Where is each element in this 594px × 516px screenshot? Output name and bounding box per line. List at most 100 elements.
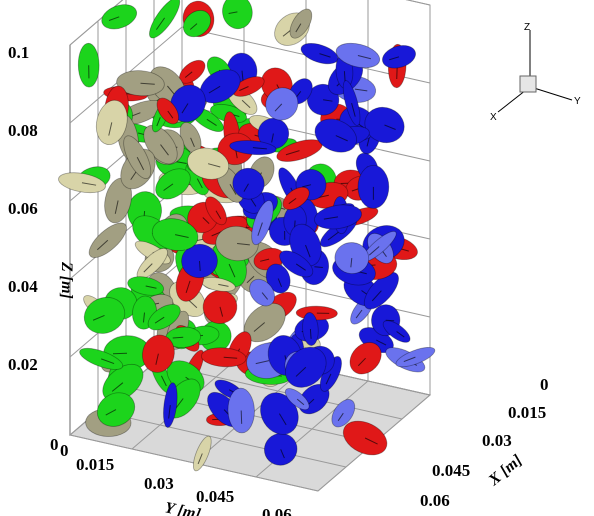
particle-normal-line [228,263,236,278]
particle-normal-line [111,382,124,392]
particle-normal-line [140,82,155,85]
particle-normal-line [190,137,195,148]
particle-normal-line [325,373,332,385]
particle-disk [232,167,265,200]
z-gridline [69,0,124,46]
particle-normal-line [357,357,366,367]
triad-label-z: Z [524,22,530,33]
particle-normal-line [196,178,203,189]
orientation-triad: Z X Y [490,22,581,123]
particle-normal-line [155,17,166,30]
particle-normal-line [174,234,189,238]
particle-normal-line [257,222,263,236]
particle-disk [58,172,106,194]
particle-normal-line [101,358,115,365]
particle-normal-line [189,23,198,30]
particle-disk [265,87,299,121]
particle-disk [289,8,313,39]
particle-disk [284,388,310,411]
particle-normal-line [376,339,387,346]
y-tick-label: 0.06 [262,505,292,516]
particle-normal-line [172,336,184,339]
triad-label-x: X [490,112,497,123]
particle-disk [151,218,199,251]
particle-disk [187,147,230,180]
particle-disk [179,121,202,154]
particle-normal-line [327,231,339,241]
particle-disk-face [302,312,319,346]
particle-normal-line [277,278,282,287]
particle-normal-line [92,314,105,321]
particle-normal-line [108,16,120,21]
particle-disk [96,392,136,427]
particle-normal-line [199,260,201,272]
particle-disk [395,346,436,368]
particle-disk [295,305,338,321]
particle-normal-line [364,437,378,445]
particle-disk [199,69,241,104]
particle-disk [243,302,286,343]
particle-disk [142,334,175,373]
particle-normal-line [280,449,285,459]
particle-normal-line [255,360,270,365]
particle-normal-line [261,292,269,300]
triad-x-line [497,89,527,113]
z-tick-label: 0 [50,435,59,454]
particle-disk [222,0,253,30]
particle-normal-line [114,200,119,214]
x-axis-label: X [m] [485,452,526,490]
particle-normal-line [288,197,297,205]
particle-normal-line [136,156,145,171]
particle-disk [335,42,381,69]
particle-normal-line [343,71,346,82]
particle-disk [331,399,356,428]
particle-disk [302,312,319,346]
particle-normal-line [252,147,267,150]
y-tick-label: 0.03 [144,474,174,493]
particle-normal-line [403,356,416,363]
particle-disk [156,97,179,125]
particle-disk [116,70,165,97]
particle-normal-line [219,306,224,317]
z-tick-label: 0.1 [8,43,29,62]
particle-normal-line [105,409,117,416]
particle-disk-face [314,118,357,153]
x-tick-label: 0.03 [482,431,512,450]
particle-disk [349,342,382,375]
particle-disk [342,420,388,456]
particle-normal-line [168,405,171,419]
particle-normal-line [197,453,203,465]
particle-disk [229,140,277,156]
particle-normal-line [260,258,270,262]
particle-disk [182,10,212,38]
particle-disk-face [181,243,218,279]
particle-normal-line [239,86,249,92]
particle-normal-line [206,118,217,126]
particle-normal-line [215,210,222,220]
particle-normal-line [228,11,238,14]
particle-disk [95,99,128,145]
particle-normal-line [156,117,161,127]
particle-normal-line [208,85,221,94]
particle-disk [279,250,314,278]
particle-normal-line [384,124,396,130]
particle-disks [58,0,436,472]
particle-disk [205,196,227,226]
particle-normal-line [278,413,287,426]
particle-disk [285,346,327,388]
particle-normal-line [163,183,174,191]
particle-normal-line [246,275,255,284]
particle-normal-line [160,144,169,156]
particle-disk [155,168,191,200]
particle-normal-line [218,283,229,287]
particle-normal-line [237,243,250,246]
particle-disk [251,200,274,246]
particle-disk [79,347,124,370]
particle-normal-line [229,183,237,195]
particle-normal-line [296,398,305,406]
particle-normal-line [354,88,368,92]
particle-normal-line [174,398,184,410]
particle-disk [200,347,247,368]
particle-normal-line [142,312,145,323]
particle-normal-line [271,133,274,143]
